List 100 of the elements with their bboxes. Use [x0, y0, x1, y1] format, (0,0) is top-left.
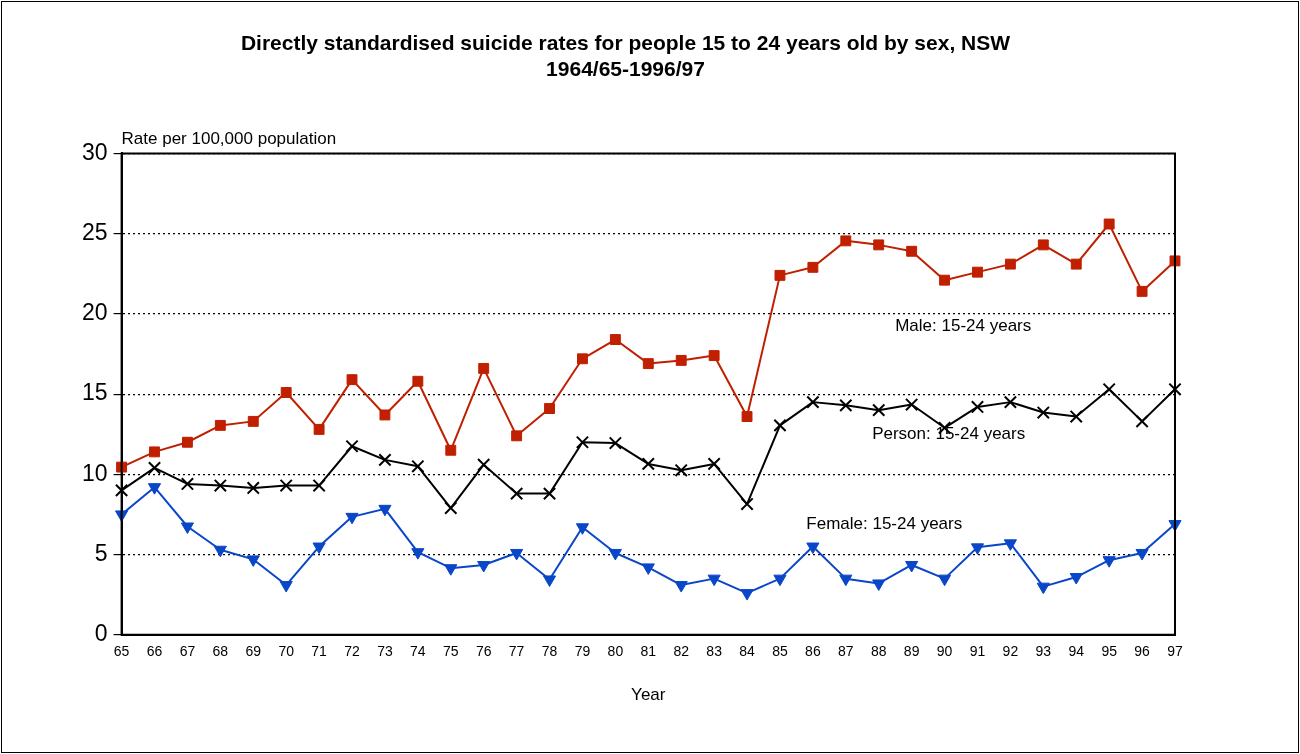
point: [807, 261, 819, 273]
point: [806, 395, 820, 409]
point: [346, 374, 358, 386]
point: [509, 486, 524, 501]
point: [542, 575, 557, 587]
x-tick-label: 74: [410, 643, 426, 660]
point: [970, 400, 985, 414]
point: [313, 423, 325, 435]
x-tick-label: 75: [442, 643, 459, 660]
point: [378, 504, 392, 517]
point: [510, 548, 524, 561]
x-tick-label: 70: [278, 643, 295, 660]
point: [970, 543, 985, 555]
point: [379, 409, 391, 421]
x-tick-label: 95: [1101, 643, 1118, 660]
x-tick-label: 71: [311, 643, 328, 660]
point: [1003, 539, 1017, 551]
point: [312, 478, 326, 493]
point: [642, 358, 654, 370]
point: [213, 545, 227, 558]
point: [708, 350, 720, 362]
point: [609, 334, 621, 345]
x-tick-label: 66: [146, 643, 163, 660]
y-tick-label: 5: [94, 539, 108, 566]
point: [345, 512, 359, 525]
point: [477, 458, 491, 472]
point: [707, 457, 721, 471]
point: [972, 266, 983, 278]
x-tick-label: 94: [1068, 643, 1085, 660]
y-tick-label: 25: [81, 218, 108, 245]
x-tick-label: 88: [870, 643, 887, 660]
point: [1102, 382, 1116, 396]
point: [575, 435, 590, 449]
point: [740, 589, 754, 601]
point: [444, 564, 458, 576]
point: [1135, 548, 1149, 561]
x-tick-label: 97: [1167, 643, 1183, 660]
series-label: Female: 15-24 years: [806, 513, 963, 533]
point: [180, 522, 194, 534]
point: [445, 444, 457, 456]
point: [279, 478, 293, 493]
x-tick-label: 69: [245, 643, 262, 660]
point: [1036, 582, 1050, 595]
point: [1069, 409, 1083, 424]
point: [840, 235, 852, 247]
x-tick-label: 85: [772, 643, 788, 660]
point: [641, 563, 655, 575]
point: [1135, 414, 1149, 429]
point: [378, 453, 392, 467]
text: Male: 15-24 years: [895, 316, 1032, 336]
point: [114, 483, 129, 498]
x-tick-label: 79: [574, 643, 591, 660]
point: [180, 477, 195, 491]
point: [1136, 285, 1148, 297]
x-tick-label: 68: [212, 643, 229, 660]
x-tick-label: 76: [475, 643, 492, 660]
point: [478, 362, 490, 374]
point: [1168, 382, 1182, 396]
point: [839, 574, 853, 587]
point: [707, 574, 721, 587]
x-tick-label: 86: [805, 643, 821, 660]
point: [149, 446, 160, 458]
point: [939, 274, 951, 286]
x-tick-label: 96: [1134, 643, 1151, 660]
point: [147, 461, 162, 475]
x-tick-label: 91: [969, 643, 986, 660]
point: [1102, 556, 1116, 568]
point: [1003, 395, 1018, 409]
point: [872, 403, 886, 417]
point: [411, 548, 425, 560]
y-tick-label: 30: [81, 138, 108, 165]
y-tick-label: 15: [81, 379, 108, 406]
point: [1037, 239, 1049, 251]
x-tick-label: 89: [903, 643, 920, 660]
y-tick-label: 20: [81, 299, 108, 326]
point: [544, 403, 555, 414]
point: [280, 387, 292, 398]
x-tick-label: 80: [607, 643, 624, 660]
x-tick-label: 81: [640, 643, 657, 660]
point: [345, 439, 359, 453]
point: [641, 457, 655, 471]
point: [938, 574, 952, 587]
x-tick-label: 83: [706, 643, 723, 660]
point: [1004, 258, 1016, 270]
point: [905, 561, 919, 573]
point: [444, 501, 458, 515]
point: [873, 239, 885, 251]
point: [741, 411, 753, 423]
point: [577, 353, 588, 365]
point: [147, 483, 162, 495]
point: [246, 555, 260, 567]
point: [247, 415, 259, 427]
x-tick-label: 72: [344, 643, 361, 660]
x-tick-label: 82: [673, 643, 690, 660]
x-tick-label: 93: [1035, 643, 1052, 660]
point: [511, 430, 523, 442]
point: [412, 375, 424, 387]
point: [213, 478, 227, 493]
point: [1036, 405, 1050, 420]
y-tick-label: 10: [81, 459, 108, 486]
